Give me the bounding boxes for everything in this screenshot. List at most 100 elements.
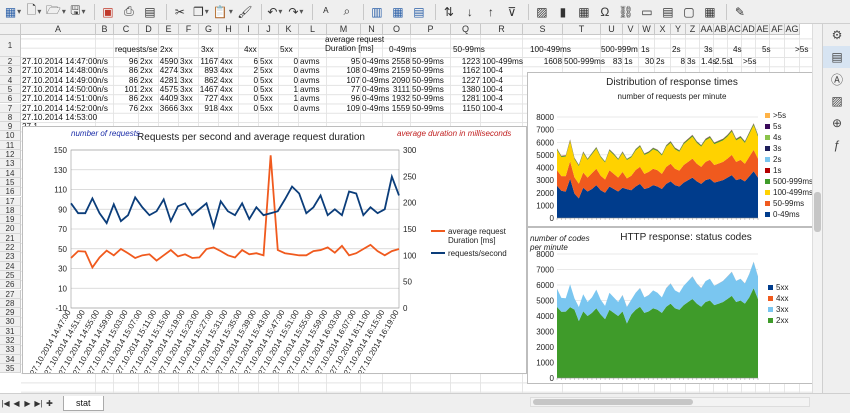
export-pdf-icon[interactable]: ▣ bbox=[102, 4, 114, 19]
find-icon[interactable]: ⌕ bbox=[343, 4, 351, 18]
cell[interactable]: 5xx bbox=[260, 75, 273, 85]
cell[interactable]: >5s bbox=[743, 57, 757, 66]
row-header[interactable]: 26 bbox=[0, 280, 21, 290]
table-icon[interactable]: ▦ bbox=[4, 3, 22, 21]
cell[interactable]: 2558 bbox=[391, 57, 410, 66]
row-header[interactable]: 27 bbox=[0, 289, 21, 299]
column-header[interactable]: R bbox=[481, 24, 523, 35]
cell-header-c[interactable]: requests/se bbox=[115, 45, 158, 54]
cell[interactable]: 0 bbox=[293, 75, 298, 85]
copy-icon[interactable]: ❐ bbox=[192, 3, 210, 21]
row-header[interactable]: 17 bbox=[0, 196, 21, 206]
cell-header-k[interactable]: 5xx bbox=[280, 45, 293, 54]
cell[interactable]: 4409 bbox=[159, 94, 178, 104]
cell[interactable]: avms bbox=[300, 75, 320, 85]
next-sheet-icon[interactable]: ▶ bbox=[24, 399, 31, 408]
cell[interactable]: 918 bbox=[204, 103, 218, 113]
cell[interactable]: 100-4 bbox=[482, 84, 503, 94]
row-header[interactable]: 7 bbox=[0, 103, 21, 113]
cell[interactable]: 3xx bbox=[180, 57, 193, 66]
paste-icon[interactable]: 📋 bbox=[213, 3, 233, 21]
open-icon[interactable]: 🗁 bbox=[46, 3, 66, 21]
image-icon[interactable]: ▨ bbox=[536, 4, 548, 19]
row-header[interactable]: 22 bbox=[0, 243, 21, 253]
cell[interactable]: 1167 bbox=[200, 57, 218, 66]
column-header[interactable]: A bbox=[21, 24, 96, 35]
cell[interactable]: 2xx bbox=[140, 66, 153, 76]
cell[interactable]: 27.10.2014 14:48:00 bbox=[22, 66, 98, 76]
column-header[interactable]: T bbox=[563, 24, 601, 35]
cell-header-x[interactable]: 2s bbox=[672, 45, 681, 54]
cell[interactable]: 95 bbox=[350, 57, 360, 66]
cell-header-ad[interactable]: 5s bbox=[762, 45, 771, 54]
cell[interactable]: 1467 bbox=[199, 84, 218, 94]
save-icon[interactable]: 🖫 bbox=[69, 3, 87, 21]
cell[interactable]: 4xx bbox=[220, 57, 233, 66]
column-header[interactable]: Y bbox=[671, 24, 686, 35]
row-header[interactable]: 16 bbox=[0, 187, 21, 197]
draw-icon[interactable]: ✎ bbox=[734, 4, 745, 19]
column-header[interactable]: AD bbox=[742, 24, 756, 35]
select-all-corner[interactable] bbox=[0, 24, 21, 35]
cell[interactable]: 4xx bbox=[220, 84, 233, 94]
cell[interactable]: 2xx bbox=[140, 103, 153, 113]
cell[interactable]: 1281 bbox=[461, 94, 480, 104]
navigator-icon[interactable]: ⊕ bbox=[831, 116, 843, 130]
pivot-icon[interactable]: ▦ bbox=[578, 4, 590, 19]
row-header[interactable]: 12 bbox=[0, 150, 21, 160]
column-header[interactable]: AF bbox=[770, 24, 785, 35]
cell[interactable]: n/s bbox=[97, 66, 108, 76]
cell[interactable]: 83 bbox=[612, 57, 622, 66]
cell[interactable]: 86 bbox=[128, 75, 138, 85]
cell-header-s[interactable]: 100-499ms bbox=[530, 45, 571, 54]
row-header[interactable]: 3 bbox=[0, 66, 21, 76]
row-header[interactable]: 35 bbox=[0, 363, 21, 374]
cell[interactable]: 0-49ms bbox=[362, 103, 390, 113]
cell[interactable]: 3xx bbox=[180, 84, 193, 94]
cell[interactable]: 2 bbox=[253, 66, 258, 76]
cell[interactable]: 0-49ms bbox=[362, 75, 390, 85]
requests-duration-line-chart[interactable]: Requests per second and average request … bbox=[22, 126, 527, 374]
column-header[interactable]: I bbox=[239, 24, 259, 35]
cell[interactable]: 727 bbox=[204, 94, 218, 104]
row-header[interactable]: 20 bbox=[0, 224, 21, 234]
cell[interactable]: 1 bbox=[729, 57, 734, 66]
column-header[interactable]: L bbox=[299, 24, 327, 35]
column-header[interactable]: D bbox=[139, 24, 159, 35]
cell[interactable]: 5xx bbox=[260, 66, 273, 76]
row-header[interactable]: 33 bbox=[0, 345, 21, 355]
cell[interactable]: n/s bbox=[97, 94, 108, 104]
functions-icon[interactable]: ƒ bbox=[833, 138, 841, 152]
prev-sheet-icon[interactable]: ◀ bbox=[13, 399, 20, 408]
column-header[interactable]: Z bbox=[686, 24, 700, 35]
cell[interactable]: 50-99ms bbox=[412, 57, 444, 66]
cell[interactable]: 0 bbox=[293, 57, 298, 66]
cell[interactable]: n/s bbox=[97, 57, 108, 66]
response-times-area-chart[interactable]: Distribution of response times number of … bbox=[527, 72, 812, 227]
row-header[interactable]: 18 bbox=[0, 205, 21, 216]
cell[interactable]: 100-4 bbox=[482, 66, 503, 76]
column-header[interactable]: AB bbox=[714, 24, 728, 35]
cell[interactable]: 0-49ms bbox=[362, 94, 390, 104]
cell[interactable]: 86 bbox=[128, 66, 138, 76]
cell[interactable]: 0 bbox=[253, 103, 258, 113]
row-header[interactable]: 31 bbox=[0, 326, 21, 336]
cell[interactable]: 2159 bbox=[391, 66, 410, 76]
column-header[interactable]: M bbox=[327, 24, 361, 35]
row-header[interactable]: 11 bbox=[0, 140, 21, 150]
cell[interactable]: avms bbox=[300, 66, 320, 76]
row-header[interactable]: 13 bbox=[0, 159, 21, 169]
cell-header-o[interactable]: 0-49ms bbox=[389, 45, 417, 54]
row-header[interactable]: 10 bbox=[0, 131, 21, 141]
row-header[interactable]: 5 bbox=[0, 84, 21, 95]
row-header[interactable]: 4 bbox=[0, 75, 21, 85]
cell-header-d[interactable]: 2xx bbox=[160, 45, 173, 54]
cell[interactable]: 4575 bbox=[159, 84, 178, 94]
cell[interactable]: 8 bbox=[680, 57, 685, 66]
cell[interactable]: 2xx bbox=[140, 57, 153, 66]
gallery-icon[interactable]: ▨ bbox=[831, 94, 843, 108]
cell[interactable]: 0-49ms bbox=[362, 84, 390, 94]
header-footer-icon[interactable]: ▤ bbox=[662, 4, 674, 19]
cell[interactable]: n/s bbox=[97, 84, 108, 94]
cell[interactable]: 30 bbox=[644, 57, 654, 66]
